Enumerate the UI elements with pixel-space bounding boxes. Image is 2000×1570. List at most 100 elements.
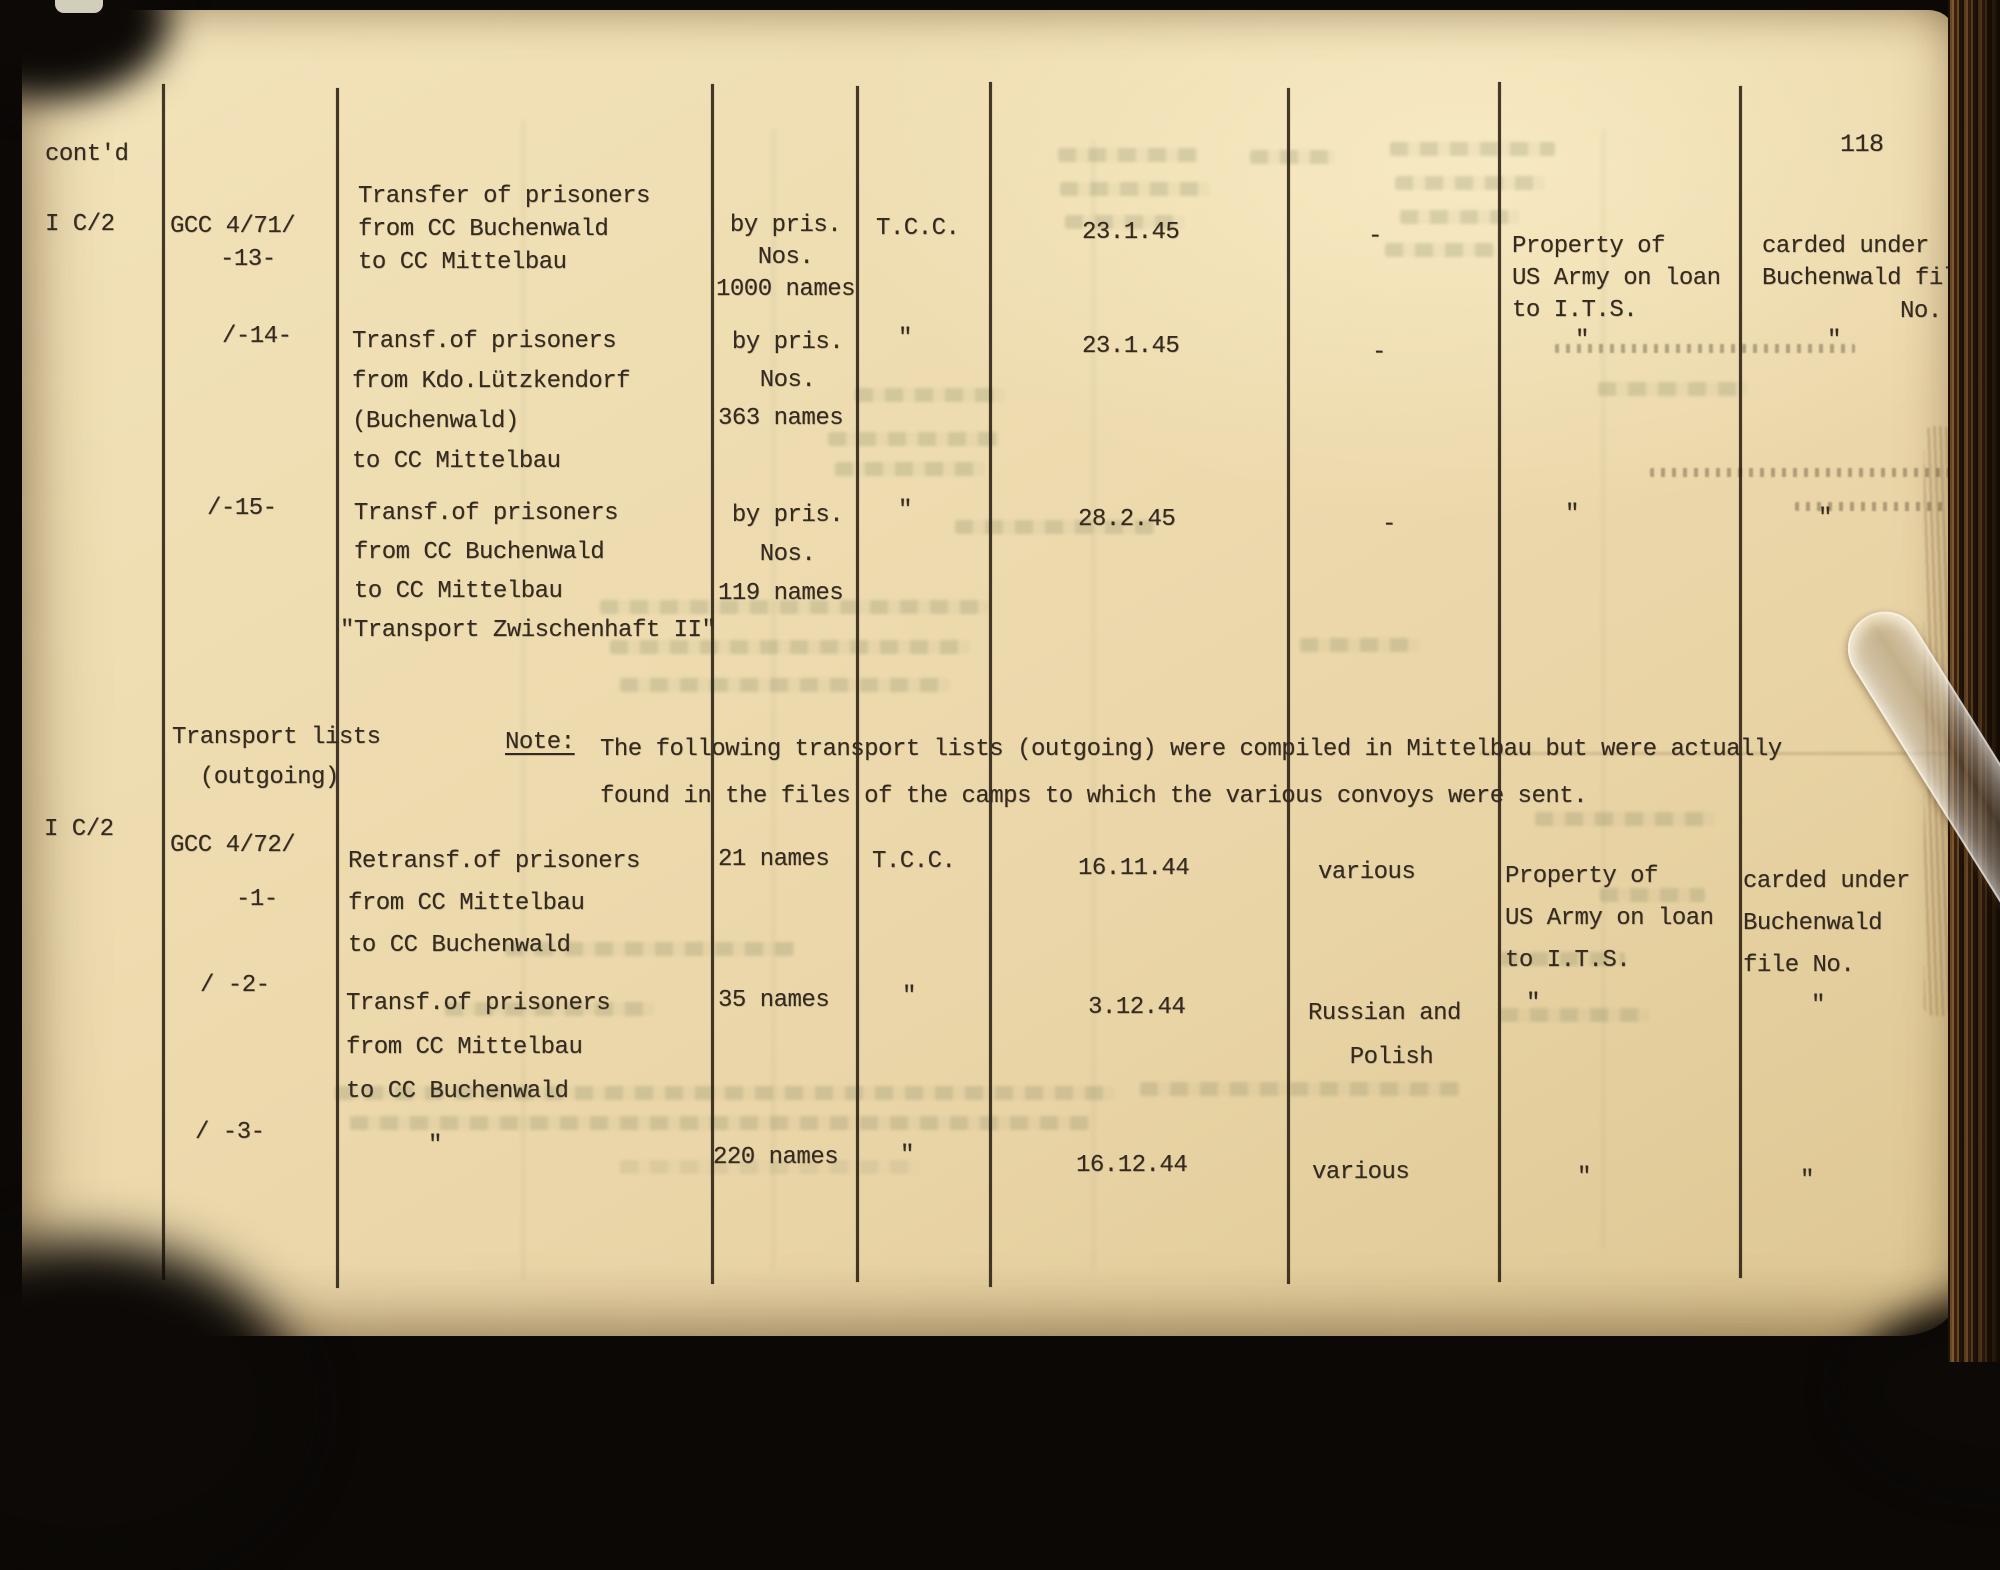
bleed-through-text	[1140, 1082, 1460, 1096]
row-no: -1-	[236, 886, 278, 913]
cell-description: Transf.of prisoners from Kdo.Lützkendorf…	[352, 328, 631, 475]
bleed-through-text	[835, 462, 985, 476]
cell-authority: "	[902, 983, 916, 1010]
bleed-through-text	[1250, 150, 1335, 164]
note-label: Note:	[505, 729, 575, 756]
cell-date: 23.1.45	[1082, 333, 1180, 360]
cell-nationality: -	[1382, 511, 1396, 538]
column-divider	[989, 82, 992, 1287]
column-divider	[856, 86, 859, 1282]
column-divider	[1498, 82, 1501, 1282]
bleed-through-text	[1395, 176, 1545, 190]
bleed-through-line	[772, 130, 775, 1270]
bleed-through-text	[1500, 952, 1625, 966]
bleed-through-text	[1598, 382, 1748, 396]
cell-carded: "	[1827, 327, 1841, 354]
scanned-register-page: { "page": { "number": "118", "continued"…	[22, 0, 2000, 1362]
cell-carded: "	[1800, 1167, 1814, 1194]
bleed-through-text	[1400, 210, 1520, 224]
bleed-through-text	[1500, 1008, 1650, 1022]
row-no: /-15-	[207, 495, 277, 522]
column-divider	[1739, 86, 1742, 1278]
next-page-notch	[55, 0, 103, 13]
bleed-through-text	[855, 388, 1005, 402]
cell-quantity: 35 names	[718, 987, 830, 1014]
column-divider	[711, 84, 714, 1284]
bleed-through-text	[600, 600, 990, 614]
cell-carded: "	[1818, 505, 1832, 532]
cell-date: 28.2.45	[1078, 506, 1176, 533]
cell-carded: carded under Buchenwald file No.	[1743, 868, 1910, 979]
cell-description: Transf.of prisoners from CC Mittelbau to…	[346, 990, 611, 1105]
cell-authority: "	[900, 1142, 914, 1169]
cell-quantity: 220 names	[713, 1144, 839, 1171]
cell-date: 3.12.44	[1088, 994, 1186, 1021]
continued-label: cont'd	[45, 141, 129, 168]
column-divider	[336, 88, 339, 1288]
book-edge	[1948, 0, 2000, 1362]
bleed-through-text	[1390, 142, 1555, 156]
cell-nationality: Russian and Polish	[1308, 1000, 1461, 1071]
cell-nationality: -	[1372, 339, 1386, 366]
smudge	[1795, 502, 1975, 511]
bleed-through-text	[335, 1086, 1115, 1100]
bleed-through-text	[610, 640, 970, 654]
page-edge-streaks	[1924, 426, 1952, 1016]
cell-description: "	[428, 1132, 442, 1159]
bleed-through-line	[522, 120, 525, 1280]
cell-carded-no: No.	[1900, 298, 1942, 325]
transport-lists-label: Transport lists (outgoing)	[172, 724, 381, 791]
bleed-through-text	[1535, 812, 1715, 826]
smudge	[1555, 344, 1855, 353]
bleed-through-text	[828, 432, 998, 446]
row-no: / -3-	[195, 1119, 265, 1146]
document-page	[22, 10, 1954, 1336]
column-divider	[1287, 88, 1290, 1284]
cell-date: 16.12.44	[1076, 1152, 1188, 1179]
cell-property: Property of US Army on loan to I.T.S.	[1512, 233, 1721, 324]
bleed-through-text	[1300, 638, 1420, 652]
bleed-through-text	[1065, 215, 1185, 229]
bleed-through-text	[1058, 148, 1198, 162]
cell-property: "	[1577, 1164, 1591, 1191]
bleed-through-line	[1092, 140, 1095, 1270]
bleed-through-text	[1060, 182, 1210, 196]
cell-carded: carded under Buchenwald file	[1762, 233, 1971, 292]
smudge	[1650, 468, 1980, 477]
cell-description: Transfer of prisoners from CC Buchenwald…	[358, 183, 650, 276]
cell-carded: "	[1811, 992, 1825, 1019]
bleed-through-text	[350, 1116, 1090, 1130]
cell-nationality: various	[1312, 1159, 1410, 1186]
file-ref: I C/2	[45, 211, 115, 238]
cell-authority: "	[898, 325, 912, 352]
cell-description: Retransf.of prisoners from CC Mittelbau …	[348, 848, 640, 959]
page-number: 118	[1840, 130, 1884, 159]
cell-date: 16.11.44	[1078, 855, 1190, 882]
file-ref: I C/2	[44, 816, 114, 843]
bleed-through-text	[955, 520, 1155, 534]
bleed-through-line	[1602, 130, 1605, 1250]
cell-quantity: by pris. Nos. 119 names	[718, 502, 844, 607]
cell-nationality: -	[1368, 223, 1382, 250]
bleed-through-text	[1385, 243, 1495, 257]
paper-crease	[1480, 752, 1950, 755]
row-ref: GCC 4/71/	[170, 213, 296, 240]
row-no: / -2-	[200, 972, 270, 999]
cell-nationality: various	[1318, 859, 1416, 886]
cell-description: Transf.of prisoners from CC Buchenwald t…	[340, 500, 716, 644]
cell-date: 23.1.45	[1082, 219, 1180, 246]
cell-authority: T.C.C.	[872, 848, 956, 875]
cell-authority: "	[898, 497, 912, 524]
bleed-through-text	[1600, 888, 1705, 902]
row-no: -13-	[220, 246, 276, 273]
bleed-through-text	[620, 1160, 920, 1174]
row-ref: GCC 4/72/	[170, 832, 296, 859]
cell-quantity: by pris. Nos. 1000 names	[716, 212, 856, 303]
bleed-through-text	[445, 1002, 655, 1016]
cell-property: "	[1565, 501, 1579, 528]
column-divider	[162, 84, 165, 1280]
cell-authority: T.C.C.	[876, 215, 960, 242]
cell-property: "	[1526, 990, 1540, 1017]
cell-quantity: 21 names	[718, 846, 830, 873]
bleed-through-text	[620, 678, 950, 692]
